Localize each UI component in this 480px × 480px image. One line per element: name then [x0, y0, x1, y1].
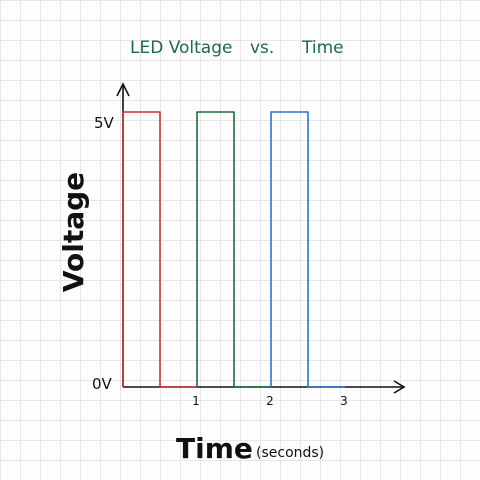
x-tick-2: 2	[266, 394, 274, 408]
chart-title-part-2: vs.	[250, 38, 274, 58]
series-pulse-3	[270, 111, 345, 388]
x-tick-1: 1	[192, 394, 200, 408]
series-pulse-2	[196, 111, 271, 388]
y-axis-label: Voltage	[57, 172, 90, 292]
series-layer	[122, 111, 345, 388]
x-axis-arrow	[393, 380, 406, 394]
x-axis-unit: (seconds)	[256, 445, 324, 461]
series-pulse-1	[122, 111, 197, 388]
chart-title-part-1: LED Voltage	[130, 38, 232, 58]
x-tick-3: 3	[340, 394, 348, 408]
chart-title-part-3: Time	[301, 38, 344, 58]
y-tick-0v: 0V	[92, 375, 113, 393]
y-axis-arrow	[116, 82, 130, 97]
x-axis-label: Time	[176, 432, 253, 465]
y-tick-5v: 5V	[94, 114, 115, 132]
